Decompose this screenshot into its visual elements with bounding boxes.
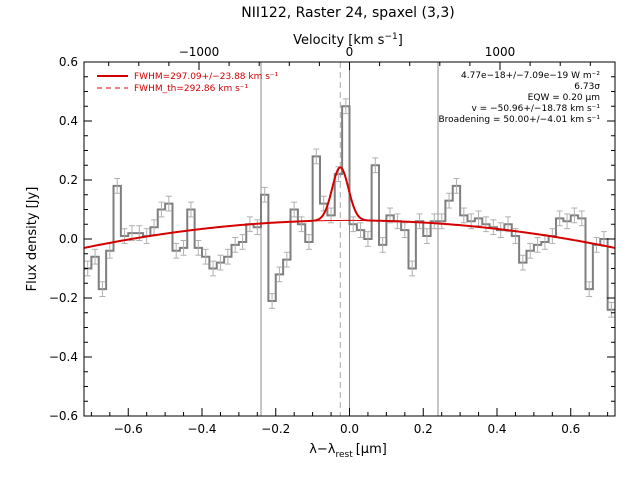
fit-curve (84, 166, 615, 249)
y-tick-label: −0.4 (49, 350, 78, 364)
axes: −0.6 −0.4 −0.2 0.0 0.2 0.4 0.6 −0.6 −0.4 −0.2 0.0 0… (49, 45, 616, 436)
legend-dashed-label: FWHM_th=292.86 km s⁻¹ (134, 84, 249, 94)
top-tick-label: 1000 (485, 45, 516, 59)
x-tick-label: 0.2 (414, 422, 433, 436)
y-tick-label: −0.2 (49, 291, 78, 305)
x-tick-label: −0.4 (187, 422, 216, 436)
x-axis-label: λ−λrest [μm] (309, 442, 387, 460)
top-axis-label-end: ] (398, 33, 403, 48)
x-tick-label: 0.0 (340, 422, 359, 436)
plot-area (84, 62, 615, 416)
top-tick-label: −1000 (179, 45, 220, 59)
x-axis-label-main: λ−λ (309, 442, 336, 457)
legend-fit-label: FWHM=297.09+/−23.88 km s⁻¹ (134, 72, 279, 82)
legend: FWHM=297.09+/−23.88 km s⁻¹ FWHM_th=292.8… (97, 72, 279, 94)
top-axis-label-sup: −1 (384, 32, 397, 42)
annotation-sigma: 6.73σ (574, 82, 600, 92)
top-axis-label-main: Velocity [km s (293, 33, 385, 48)
annotation-velocity: v = −50.96+/−18.78 km s⁻¹ (471, 104, 600, 114)
annotation-broadening: Broadening = 50.00+/−4.01 km s⁻¹ (439, 115, 601, 125)
y-tick-label: 0.6 (59, 55, 78, 69)
top-axis-label: Velocity [km s−1] (293, 32, 403, 48)
y-axis-label: Flux density [Jy] (25, 187, 40, 292)
x-axis-label-unit: [μm] (356, 442, 387, 457)
annotation-eqw: EQW = 0.20 μm (528, 93, 600, 103)
annotation-flux: 4.77e−18+/−7.09e−19 W m⁻² (461, 71, 600, 81)
y-tick-label: −0.6 (49, 409, 78, 423)
y-tick-label: 0.0 (59, 232, 78, 246)
chart-title: NII122, Raster 24, spaxel (3,3) (241, 5, 454, 21)
y-tick-label: 0.4 (59, 114, 78, 128)
y-tick-label: 0.2 (59, 173, 78, 187)
x-axis-label-sub: rest (335, 450, 353, 460)
x-tick-label: 0.6 (561, 422, 580, 436)
x-tick-label: −0.2 (261, 422, 290, 436)
x-tick-label: −0.6 (114, 422, 143, 436)
x-tick-label: 0.4 (487, 422, 506, 436)
fit-annotations: 4.77e−18+/−7.09e−19 W m⁻² 6.73σ EQW = 0.… (439, 71, 601, 125)
top-tick-label: 0 (346, 45, 354, 59)
